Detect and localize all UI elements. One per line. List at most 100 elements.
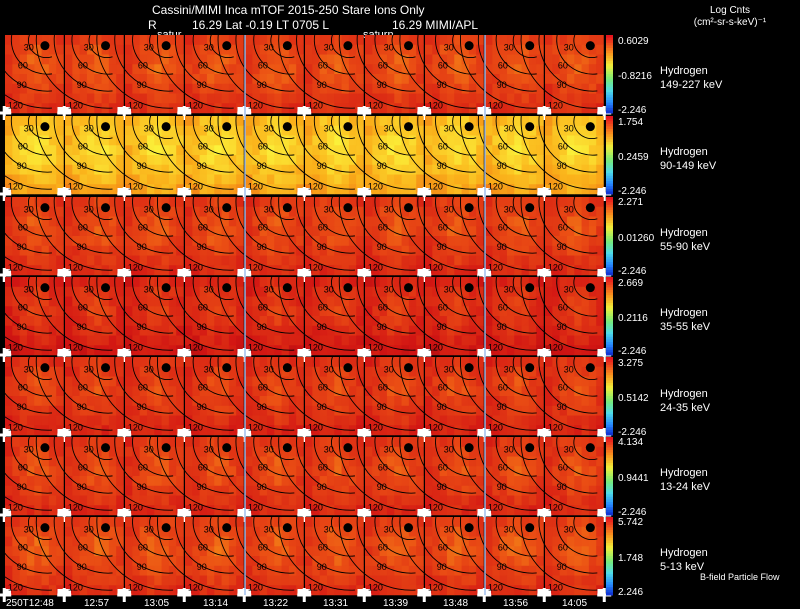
panel-r7-c9: 30 60 90 120 [459, 515, 544, 596]
contour-line [356, 33, 416, 92]
contour-line [174, 515, 234, 574]
contour-line [114, 114, 174, 173]
contour-line [217, 195, 295, 271]
contour-line [520, 195, 598, 271]
row-energy-1: 149-227 keV [660, 79, 723, 91]
panel-r2-c6: 30 60 90 120 [278, 114, 364, 195]
panel-r7-c8: 30 60 90 120 [399, 515, 484, 596]
panel-cross [117, 508, 132, 522]
contour-label: 60 [258, 543, 268, 553]
panel-r2-c2: 30 60 90 120 [35, 114, 124, 195]
contour-line [573, 275, 598, 301]
cb-max-2: 1.754 [618, 117, 644, 128]
contour-label: 60 [138, 142, 148, 152]
contour-label: 120 [308, 422, 323, 432]
contour-line [10, 33, 52, 75]
contour-label: 90 [557, 80, 567, 90]
contour-label: 120 [488, 502, 503, 512]
contour-line [217, 355, 295, 431]
contour-line [132, 114, 174, 156]
contour-label: 90 [557, 322, 567, 332]
saturn-marker [343, 283, 353, 293]
contour-line [399, 33, 477, 109]
contour-line [520, 435, 598, 511]
contour-label: 120 [368, 262, 383, 272]
contour-label: 120 [308, 262, 323, 272]
panel-cross [297, 187, 312, 201]
contour-label: 30 [204, 365, 214, 375]
contour-line [270, 355, 295, 381]
contour-label: 60 [378, 142, 388, 152]
panel-r7-c7: 30 60 90 120 [338, 515, 424, 596]
contour-line [356, 275, 416, 334]
contour-line [174, 275, 234, 334]
panel-cross [57, 187, 72, 201]
contour-label: 90 [377, 161, 387, 171]
contour-line [477, 515, 537, 574]
contour-line [0, 63, 52, 92]
saturn-marker [161, 41, 171, 51]
contour-label: 120 [188, 342, 203, 352]
contour-line [391, 195, 416, 221]
saturn-marker [40, 122, 50, 132]
contour-label: 60 [138, 463, 148, 473]
panel-r4-c5: 30 60 90 120 [217, 275, 304, 356]
contour-line [520, 275, 598, 351]
contour-label: 120 [248, 100, 263, 110]
contour-line [296, 275, 355, 334]
colorbar-1 [606, 35, 613, 114]
panel-cross [0, 508, 12, 522]
contour-line [391, 515, 416, 541]
contour-label: 90 [257, 161, 267, 171]
contour-line [296, 515, 355, 574]
contour-label: 120 [68, 422, 83, 432]
contour-line [556, 33, 598, 75]
contour-line [235, 435, 295, 494]
contour-line [477, 435, 537, 494]
contour-label: 30 [324, 525, 334, 535]
contour-line [313, 195, 355, 237]
contour-label: 60 [498, 543, 508, 553]
contour-line [53, 195, 113, 254]
row-species-1: Hydrogen [660, 65, 708, 77]
contour-label: 60 [198, 303, 208, 313]
saturn-marker [222, 122, 232, 132]
contour-label: 120 [368, 100, 383, 110]
panel-cross [417, 268, 432, 282]
contour-line [399, 355, 477, 431]
contour-line [96, 195, 174, 271]
contour-label: 30 [384, 43, 394, 53]
contour-line [538, 195, 598, 254]
saturn-marker [343, 122, 353, 132]
contour-label: 60 [438, 61, 448, 71]
contour-line [174, 355, 234, 414]
contour-label: 60 [78, 61, 88, 71]
contour-label: 60 [558, 383, 568, 393]
contour-line [132, 33, 174, 75]
colorbar-2 [606, 116, 613, 195]
contour-line [556, 435, 598, 477]
contour-label: 90 [557, 562, 567, 572]
contour-line [71, 33, 113, 75]
contour-label: 120 [128, 422, 143, 432]
saturn-marker [404, 283, 414, 293]
cb-min-4: -2.246 [618, 346, 647, 357]
contour-label: 90 [437, 80, 447, 90]
contour-label: 30 [564, 285, 574, 295]
contour-label: 90 [317, 562, 327, 572]
contour-label: 60 [78, 142, 88, 152]
contour-label: 120 [128, 181, 143, 191]
contour-line [435, 515, 477, 557]
contour-line [96, 355, 174, 431]
units-line-2: (cm²-sr-s-keV)⁻¹ [693, 17, 767, 28]
contour-label: 90 [497, 242, 507, 252]
contour-label: 60 [198, 61, 208, 71]
contour-line [374, 355, 416, 397]
contour-label: 60 [378, 61, 388, 71]
contour-label: 120 [248, 502, 263, 512]
contour-label: 60 [18, 223, 28, 233]
panel-cross [417, 428, 432, 442]
contour-line [338, 33, 416, 109]
contour-line [278, 275, 355, 351]
row-species-5: Hydrogen [660, 388, 708, 400]
